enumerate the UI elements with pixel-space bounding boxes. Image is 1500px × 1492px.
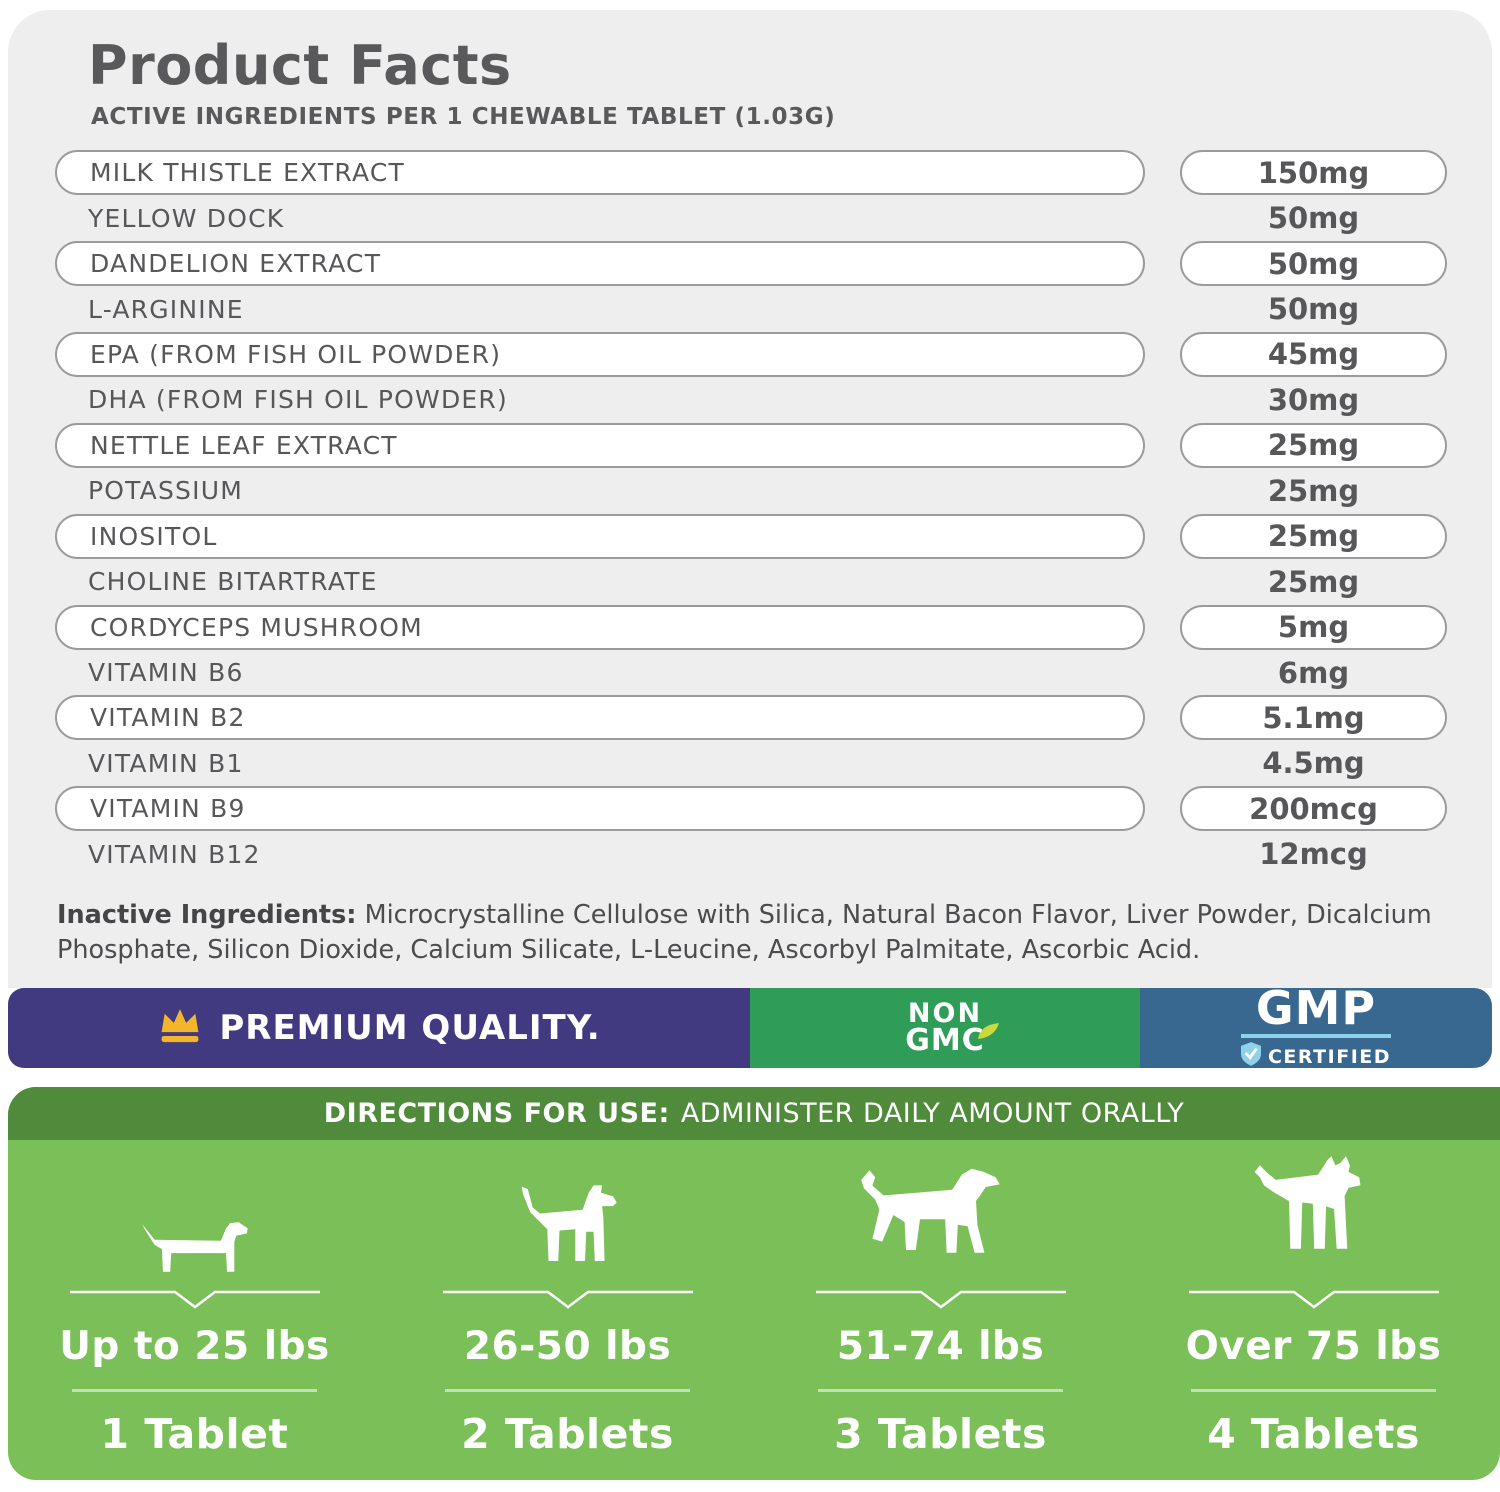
inactive-ingredients-text: Inactive Ingredients: Microcrystalline C…: [57, 898, 1457, 967]
ingredient-row: MILK THISTLE EXTRACT 150mg: [55, 150, 1447, 196]
ingredient-name: VITAMIN B1: [88, 748, 244, 778]
product-facts-card: Product Facts ACTIVE INGREDIENTS PER 1 C…: [8, 10, 1492, 988]
ingredient-amount: 12mcg: [1259, 837, 1368, 872]
ingredient-row: VITAMIN B12 12mcg: [55, 832, 1447, 877]
weight-label: 51-74 lbs: [836, 1324, 1045, 1369]
ingredient-name: VITAMIN B6: [88, 658, 244, 688]
weight-pointer-line: [69, 1290, 320, 1309]
directions-card: DIRECTIONS FOR USE: ADMINISTER DAILY AMO…: [8, 1087, 1500, 1480]
ingredient-amount: 50mg: [1267, 292, 1360, 327]
certified-shield-icon: [1240, 1042, 1261, 1071]
ingredient-row: INOSITOL 25mg: [55, 513, 1447, 559]
gmp-badge: GMP CERTIFIED: [1140, 985, 1492, 1071]
ingredient-amount: 5mg: [1180, 604, 1447, 650]
dosage-divider: [818, 1389, 1063, 1392]
weight-label: Up to 25 lbs: [59, 1324, 330, 1369]
ingredient-amount: 50mg: [1267, 201, 1360, 236]
quality-badge-row: PREMIUM QUALITY. NON GMC GMP: [8, 985, 1492, 1071]
ingredient-name: MILK THISTLE EXTRACT: [55, 150, 1145, 196]
ingredient-name: CORDYCEPS MUSHROOM: [55, 604, 1145, 650]
ingredient-row: YELLOW DOCK 50mg: [55, 195, 1447, 240]
ingredient-amount: 25mg: [1267, 564, 1360, 599]
ingredient-row: VITAMIN B9 200mcg: [55, 786, 1447, 832]
ingredient-amount: 30mg: [1267, 382, 1360, 417]
directions-text: ADMINISTER DAILY AMOUNT ORALLY: [680, 1098, 1185, 1129]
gmp-certified-label: CERTIFIED: [1267, 1045, 1392, 1068]
leaf-icon: [977, 1018, 1001, 1047]
inactive-ingredients-value: Microcrystalline Cellulose with Silica, …: [57, 900, 1432, 965]
ingredient-row: VITAMIN B1 4.5mg: [55, 741, 1447, 786]
ingredient-row: EPA (FROM FISH OIL POWDER) 45mg: [55, 331, 1447, 377]
ingredient-row: VITAMIN B6 6mg: [55, 650, 1447, 695]
ingredient-row: CHOLINE BITARTRATE 25mg: [55, 559, 1447, 604]
tablet-count-label: 2 Tablets: [461, 1410, 674, 1458]
weight-pointer-line: [1188, 1290, 1439, 1309]
tablet-count-label: 1 Tablet: [100, 1410, 289, 1458]
ingredient-amount: 45mg: [1180, 331, 1447, 377]
dosage-row: Up to 25 lbs 1 Tablet 26-50 lbs 2 Tablet…: [8, 1140, 1500, 1458]
ingredient-row: DANDELION EXTRACT 50mg: [55, 241, 1447, 287]
setter-icon: [857, 1166, 1025, 1282]
tablet-count-label: 4 Tablets: [1207, 1410, 1420, 1458]
dosage-divider: [72, 1389, 317, 1392]
directions-label: DIRECTIONS FOR USE:: [323, 1098, 670, 1129]
ingredient-amount: 5.1mg: [1180, 695, 1447, 741]
gmp-logo: GMP CERTIFIED: [1240, 985, 1392, 1071]
non-gmo-logo: NON GMC: [905, 1000, 999, 1055]
ingredient-name: CHOLINE BITARTRATE: [88, 567, 378, 597]
beagle-icon: [507, 1183, 629, 1282]
dosage-column-medium: 26-50 lbs 2 Tablets: [381, 1140, 754, 1458]
ingredient-name: VITAMIN B2: [55, 695, 1145, 741]
ingredient-row: VITAMIN B2 5.1mg: [55, 695, 1447, 741]
ingredient-amount: 200mcg: [1180, 786, 1447, 832]
ingredient-list: MILK THISTLE EXTRACT 150mg YELLOW DOCK 50m…: [55, 150, 1447, 877]
non-gmo-badge: NON GMC: [750, 988, 1140, 1068]
ingredient-name: VITAMIN B9: [55, 786, 1145, 832]
ingredient-name: L-ARGININE: [88, 294, 244, 324]
directions-bar: DIRECTIONS FOR USE: ADMINISTER DAILY AMO…: [8, 1087, 1500, 1140]
ingredient-name: NETTLE LEAF EXTRACT: [55, 422, 1145, 468]
ingredient-name: INOSITOL: [55, 513, 1145, 559]
dosage-divider: [1191, 1389, 1436, 1392]
premium-quality-label: PREMIUM QUALITY.: [219, 1008, 601, 1048]
ingredient-amount: 25mg: [1267, 473, 1360, 508]
dosage-column-small: Up to 25 lbs 1 Tablet: [8, 1140, 381, 1458]
active-ingredients-subtitle: ACTIVE INGREDIENTS PER 1 CHEWABLE TABLET…: [91, 104, 836, 130]
ingredient-name: VITAMIN B12: [88, 839, 261, 869]
ingredient-name: DANDELION EXTRACT: [55, 241, 1145, 287]
dosage-column-xlarge: Over 75 lbs 4 Tablets: [1127, 1140, 1500, 1458]
weight-label: 26-50 lbs: [463, 1324, 672, 1369]
dachshund-icon: [138, 1218, 252, 1282]
ingredient-amount: 4.5mg: [1262, 746, 1365, 781]
ingredient-amount: 150mg: [1180, 150, 1447, 196]
ingredient-amount: 50mg: [1180, 241, 1447, 287]
ingredient-row: NETTLE LEAF EXTRACT 25mg: [55, 422, 1447, 468]
ingredient-row: POTASSIUM 25mg: [55, 468, 1447, 513]
crown-icon: [157, 1006, 203, 1050]
ingredient-row: DHA (FROM FISH OIL POWDER) 30mg: [55, 377, 1447, 422]
tablet-count-label: 3 Tablets: [834, 1410, 1047, 1458]
weight-pointer-line: [442, 1290, 693, 1309]
dosage-divider: [445, 1389, 690, 1392]
premium-quality-badge: PREMIUM QUALITY.: [8, 988, 750, 1068]
ingredient-amount: 25mg: [1180, 422, 1447, 468]
ingredient-name: EPA (FROM FISH OIL POWDER): [55, 331, 1145, 377]
weight-label: Over 75 lbs: [1185, 1324, 1442, 1369]
weight-pointer-line: [815, 1290, 1066, 1309]
ingredient-row: CORDYCEPS MUSHROOM 5mg: [55, 604, 1447, 650]
ingredient-name: DHA (FROM FISH OIL POWDER): [88, 385, 508, 415]
page-title: Product Facts: [88, 34, 512, 97]
ingredient-row: L-ARGININE 50mg: [55, 286, 1447, 331]
dosage-column-large: 51-74 lbs 3 Tablets: [754, 1140, 1127, 1458]
ingredient-amount: 6mg: [1277, 655, 1350, 690]
boxer-icon: [1244, 1156, 1383, 1282]
ingredient-amount: 25mg: [1180, 513, 1447, 559]
ingredient-name: POTASSIUM: [88, 476, 243, 506]
inactive-ingredients-label: Inactive Ingredients:: [57, 900, 357, 930]
ingredient-name: YELLOW DOCK: [88, 203, 285, 233]
